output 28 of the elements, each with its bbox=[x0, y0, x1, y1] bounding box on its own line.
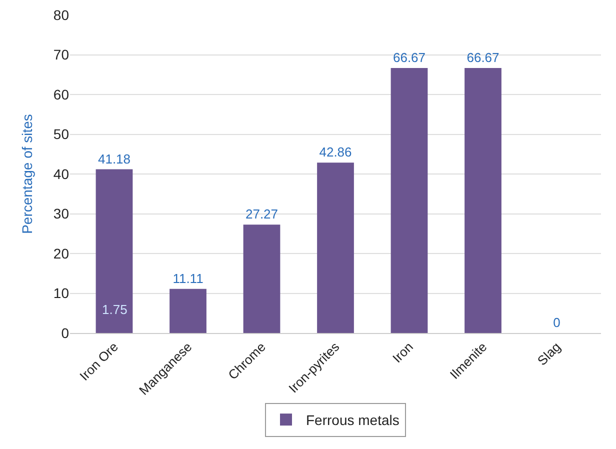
y-tick-label: 20 bbox=[53, 245, 70, 262]
y-tick-label: 70 bbox=[53, 46, 70, 63]
y-tick-label: 50 bbox=[53, 126, 70, 142]
y-tick-label: 0 bbox=[61, 324, 70, 341]
x-tick-label: Iron Ore bbox=[76, 339, 121, 384]
x-tick-label: Iron bbox=[390, 339, 416, 366]
data-label: 66.67 bbox=[466, 50, 500, 65]
data-label: 0 bbox=[553, 315, 560, 330]
data-label: 66.67 bbox=[392, 50, 426, 65]
bar bbox=[170, 288, 206, 333]
legend-label: Ferrous metals bbox=[306, 412, 400, 428]
y-tick-label: 80 bbox=[53, 6, 70, 23]
annotation: 1.75 bbox=[102, 302, 128, 317]
bar bbox=[464, 68, 502, 333]
data-label: 41.18 bbox=[98, 151, 131, 166]
y-tick-label: 60 bbox=[53, 86, 70, 102]
y-axis-title: Percentage of sites bbox=[19, 114, 35, 234]
data-label: 11.11 bbox=[172, 270, 204, 286]
bar bbox=[390, 68, 428, 333]
bar bbox=[317, 162, 354, 333]
data-label: 27.27 bbox=[245, 206, 278, 222]
y-tick-label: 30 bbox=[53, 206, 70, 222]
y-tick-label: 40 bbox=[53, 166, 70, 182]
data-label: 42.86 bbox=[319, 144, 352, 160]
y-tick-label: 10 bbox=[53, 285, 70, 302]
bar bbox=[96, 169, 133, 333]
x-tick-label: Slag bbox=[534, 339, 564, 368]
bar bbox=[243, 224, 280, 333]
